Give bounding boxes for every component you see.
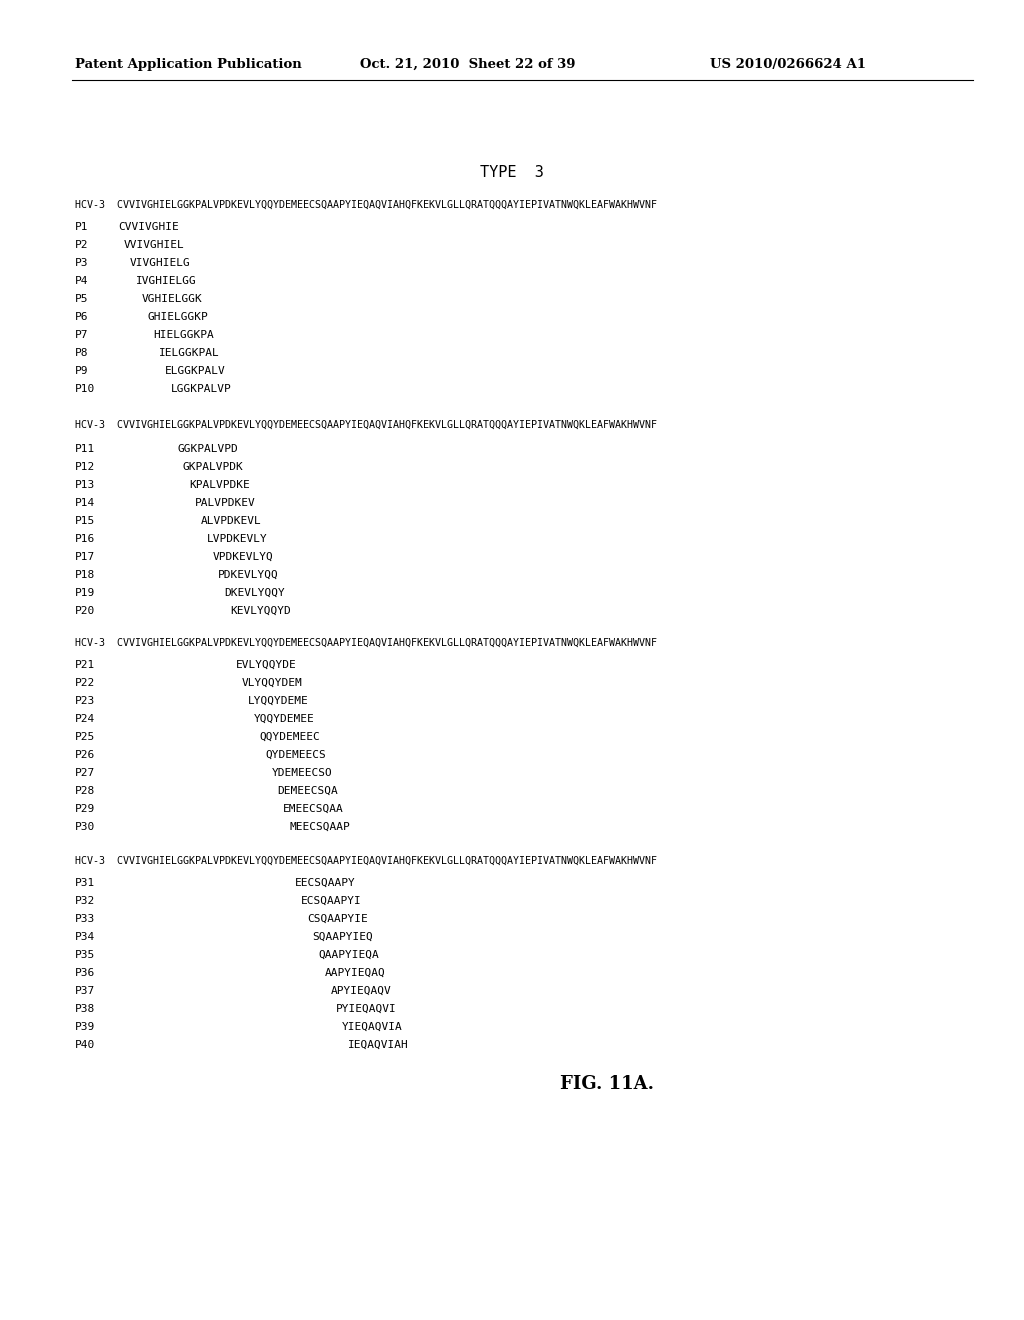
Text: EECSQAAPY: EECSQAAPY <box>295 878 355 888</box>
Text: P1: P1 <box>75 222 88 232</box>
Text: P15: P15 <box>75 516 95 525</box>
Text: ELGGKPALV: ELGGKPALV <box>165 366 226 376</box>
Text: CVVIVGHIE: CVVIVGHIE <box>118 222 179 232</box>
Text: CSQAAPYIE: CSQAAPYIE <box>307 913 368 924</box>
Text: P33: P33 <box>75 913 95 924</box>
Text: P16: P16 <box>75 535 95 544</box>
Text: GHIELGGKP: GHIELGGKP <box>147 312 208 322</box>
Text: MEECSQAAP: MEECSQAAP <box>289 822 350 832</box>
Text: P39: P39 <box>75 1022 95 1032</box>
Text: P3: P3 <box>75 257 88 268</box>
Text: HCV-3  CVVIVGHIELGGKPALVPDKEVLYQQYDEMEECSQAAPYIEQAQVIAHQFKEKVLGLLQRATQQQAYIEPIVA: HCV-3 CVVIVGHIELGGKPALVPDKEVLYQQYDEMEECS… <box>75 855 657 866</box>
Text: IVGHIELGG: IVGHIELGG <box>136 276 197 286</box>
Text: P27: P27 <box>75 768 95 777</box>
Text: P12: P12 <box>75 462 95 473</box>
Text: QAAPYIEQA: QAAPYIEQA <box>318 950 379 960</box>
Text: P36: P36 <box>75 968 95 978</box>
Text: DEMEECSQA: DEMEECSQA <box>278 785 338 796</box>
Text: IELGGKPAL: IELGGKPAL <box>160 348 220 358</box>
Text: P35: P35 <box>75 950 95 960</box>
Text: P24: P24 <box>75 714 95 723</box>
Text: APYIEQAQV: APYIEQAQV <box>331 986 391 997</box>
Text: VGHIELGGK: VGHIELGGK <box>141 294 203 304</box>
Text: SQAAPYIEQ: SQAAPYIEQ <box>312 932 374 942</box>
Text: FIG. 11A.: FIG. 11A. <box>560 1074 654 1093</box>
Text: US 2010/0266624 A1: US 2010/0266624 A1 <box>710 58 866 71</box>
Text: P34: P34 <box>75 932 95 942</box>
Text: YIEQAQVIA: YIEQAQVIA <box>342 1022 403 1032</box>
Text: P5: P5 <box>75 294 88 304</box>
Text: P21: P21 <box>75 660 95 671</box>
Text: QYDEMEECS: QYDEMEECS <box>265 750 327 760</box>
Text: P17: P17 <box>75 552 95 562</box>
Text: P7: P7 <box>75 330 88 341</box>
Text: P14: P14 <box>75 498 95 508</box>
Text: P13: P13 <box>75 480 95 490</box>
Text: P37: P37 <box>75 986 95 997</box>
Text: P25: P25 <box>75 733 95 742</box>
Text: P11: P11 <box>75 444 95 454</box>
Text: HCV-3  CVVIVGHIELGGKPALVPDKEVLYQQYDEMEECSQAAPYIEQAQVIAHQFKEKVLGLLQRATQQQAYIEPIVA: HCV-3 CVVIVGHIELGGKPALVPDKEVLYQQYDEMEECS… <box>75 201 657 210</box>
Text: P18: P18 <box>75 570 95 579</box>
Text: P31: P31 <box>75 878 95 888</box>
Text: ALVPDKEVL: ALVPDKEVL <box>201 516 261 525</box>
Text: QQYDEMEEС: QQYDEMEEС <box>260 733 321 742</box>
Text: P32: P32 <box>75 896 95 906</box>
Text: P22: P22 <box>75 678 95 688</box>
Text: VVIVGHIEL: VVIVGHIEL <box>124 240 184 249</box>
Text: P29: P29 <box>75 804 95 814</box>
Text: PYIEQAQVI: PYIEQAQVI <box>336 1005 397 1014</box>
Text: P8: P8 <box>75 348 88 358</box>
Text: GKPALVPDK: GKPALVPDK <box>183 462 244 473</box>
Text: KPALVPDKE: KPALVPDKE <box>188 480 250 490</box>
Text: HCV-3  CVVIVGHIELGGKPALVPDKEVLYQQYDEMEECSQAAPYIEQAQVIAHQFKEKVLGLLQRATQQQAYIEPIVA: HCV-3 CVVIVGHIELGGKPALVPDKEVLYQQYDEMEECS… <box>75 638 657 648</box>
Text: P9: P9 <box>75 366 88 376</box>
Text: VIVGHIELG: VIVGHIELG <box>130 257 190 268</box>
Text: P38: P38 <box>75 1005 95 1014</box>
Text: P10: P10 <box>75 384 95 393</box>
Text: P20: P20 <box>75 606 95 616</box>
Text: VLYQQYDEM: VLYQQYDEM <box>242 678 303 688</box>
Text: P2: P2 <box>75 240 88 249</box>
Text: IEQAQVIAH: IEQAQVIAH <box>348 1040 409 1049</box>
Text: VPDKEVLYQ: VPDKEVLYQ <box>212 552 273 562</box>
Text: P6: P6 <box>75 312 88 322</box>
Text: P30: P30 <box>75 822 95 832</box>
Text: Oct. 21, 2010  Sheet 22 of 39: Oct. 21, 2010 Sheet 22 of 39 <box>360 58 575 71</box>
Text: P26: P26 <box>75 750 95 760</box>
Text: P23: P23 <box>75 696 95 706</box>
Text: GGKPALVPD: GGKPALVPD <box>177 444 238 454</box>
Text: EMEECSQAA: EMEECSQAA <box>284 804 344 814</box>
Text: P4: P4 <box>75 276 88 286</box>
Text: YDEMEECSO: YDEMEECSO <box>271 768 332 777</box>
Text: PALVPDKEV: PALVPDKEV <box>195 498 255 508</box>
Text: EVLYQQYDE: EVLYQQYDE <box>236 660 297 671</box>
Text: Patent Application Publication: Patent Application Publication <box>75 58 302 71</box>
Text: P40: P40 <box>75 1040 95 1049</box>
Text: AAPYIEQAQ: AAPYIEQAQ <box>325 968 385 978</box>
Text: PDKEVLYQQ: PDKEVLYQQ <box>218 570 280 579</box>
Text: HCV-3  CVVIVGHIELGGKPALVPDKEVLYQQYDEMEECSQAAPYIEQAQVIAHQFKEKVLGLLQRATQQQAYIEPIVA: HCV-3 CVVIVGHIELGGKPALVPDKEVLYQQYDEMEECS… <box>75 420 657 430</box>
Text: YQQYDEMEE: YQQYDEMEE <box>254 714 314 723</box>
Text: P28: P28 <box>75 785 95 796</box>
Text: HIELGGKPA: HIELGGKPA <box>154 330 214 341</box>
Text: DKEVLYQQY: DKEVLYQQY <box>224 587 285 598</box>
Text: P19: P19 <box>75 587 95 598</box>
Text: KEVLYQQYD: KEVLYQQYD <box>230 606 291 616</box>
Text: LYQQYDEME: LYQQYDEME <box>248 696 308 706</box>
Text: ECSQAAPYI: ECSQAAPYI <box>301 896 361 906</box>
Text: LGGKPALVP: LGGKPALVP <box>171 384 231 393</box>
Text: LVPDKEVLY: LVPDKEVLY <box>207 535 267 544</box>
Text: TYPE  3: TYPE 3 <box>480 165 544 180</box>
